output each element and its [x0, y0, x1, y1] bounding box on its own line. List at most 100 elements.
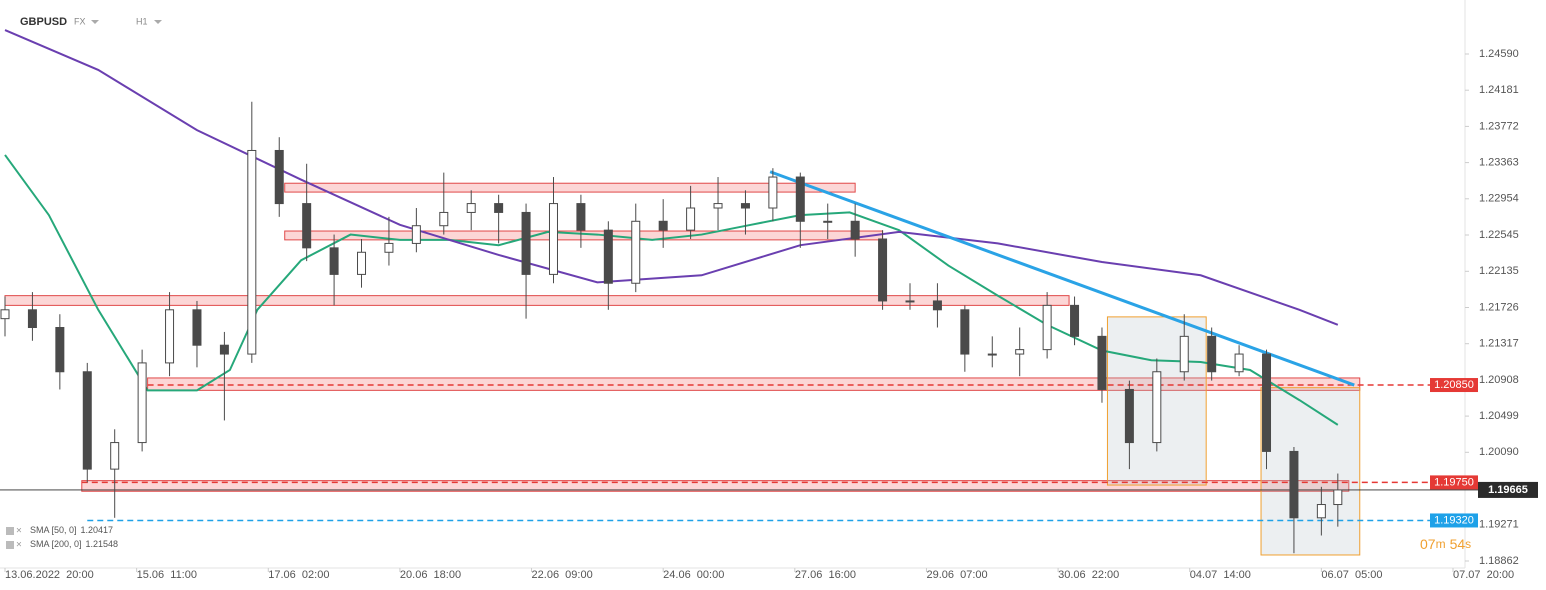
legend-entry: SMA [200, 0] 1.21548 — [30, 539, 118, 549]
legend-name: SMA [50, 0] — [30, 525, 77, 535]
level-tag — [1430, 513, 1478, 528]
candle-body — [1152, 371, 1162, 444]
candle-body — [165, 309, 175, 364]
candle-body — [1179, 335, 1189, 373]
y-tick-label: 1.23363 — [1479, 157, 1519, 169]
candle-body — [1316, 504, 1326, 519]
y-tick-label: 1.21726 — [1479, 301, 1519, 313]
legend-close[interactable]: × — [16, 540, 22, 551]
x-tick-label: 06.07 05:00 — [1321, 569, 1382, 581]
candle-body — [1124, 388, 1134, 444]
y-tick-label: 1.20090 — [1479, 446, 1519, 458]
x-tick-label: 24.06 00:00 — [663, 569, 724, 581]
candle-body — [823, 220, 833, 223]
candle-body — [1042, 304, 1052, 351]
x-tick-label: 27.06 16:00 — [795, 569, 856, 581]
candle-body — [329, 247, 339, 275]
legend-value: 1.20417 — [81, 525, 114, 535]
market[interactable]: FX — [74, 16, 86, 26]
candle-body — [795, 176, 805, 222]
candle-body — [658, 220, 668, 231]
candle-body — [302, 203, 312, 249]
x-tick-label: 30.06 22:00 — [1058, 569, 1119, 581]
range-box — [1260, 387, 1361, 556]
candle-body — [1333, 489, 1343, 506]
legend-value: 1.21548 — [86, 539, 119, 549]
candle-body — [27, 309, 37, 329]
y-tick-label: 1.21317 — [1479, 338, 1519, 350]
level-label: 1.20850 — [1434, 379, 1474, 391]
zone — [284, 230, 884, 241]
zone — [81, 480, 1350, 492]
x-tick-label: 04.07 14:00 — [1190, 569, 1251, 581]
y-tick-label: 1.23772 — [1479, 120, 1519, 132]
y-tick-label: 1.24590 — [1479, 48, 1519, 60]
y-tick-label: 1.18862 — [1479, 555, 1519, 567]
candle-body — [768, 176, 778, 209]
level-tag — [1430, 475, 1478, 490]
candle-body — [137, 362, 147, 444]
timer-part: m — [1436, 537, 1446, 551]
x-tick-label: 13.06.2022 20:00 — [5, 569, 94, 581]
x-tick-label: 17.06 02:00 — [268, 569, 329, 581]
y-tick-label: 1.19271 — [1479, 519, 1519, 531]
candle-body — [247, 149, 257, 355]
candle-body — [411, 225, 421, 244]
zone — [284, 182, 856, 193]
candle-body — [960, 309, 970, 355]
legend-close[interactable]: × — [16, 526, 22, 537]
candle-body — [219, 344, 229, 355]
candle-body — [631, 220, 641, 284]
candle-body — [521, 211, 531, 275]
candle-body — [1015, 349, 1025, 355]
y-tick-label: 1.20908 — [1479, 374, 1519, 386]
y-tick-label: 1.20499 — [1479, 410, 1519, 422]
candle-body — [850, 220, 860, 240]
candle-body — [740, 203, 750, 209]
current-price-label: 1.19665 — [1488, 484, 1528, 496]
dropdown-arrow[interactable] — [91, 20, 99, 24]
timeframe[interactable]: H1 — [136, 16, 148, 26]
current-price-tag — [1478, 481, 1538, 498]
candle-body — [603, 229, 613, 284]
legend-name: SMA [200, 0] — [30, 539, 82, 549]
dropdown-arrow[interactable] — [154, 20, 162, 24]
candle-body — [1289, 450, 1299, 519]
candle-body — [1262, 353, 1272, 452]
level-label: 1.19320 — [1434, 514, 1474, 526]
level-label: 1.19750 — [1434, 476, 1474, 488]
candle-body — [713, 203, 723, 209]
x-tick-label: 22.06 09:00 — [532, 569, 593, 581]
candle-body — [192, 309, 202, 346]
candle-body — [384, 242, 394, 253]
candle-body — [686, 207, 696, 231]
candle-body — [0, 309, 10, 320]
timer-part: s — [1465, 537, 1471, 551]
candle-body — [110, 442, 120, 470]
zone — [147, 377, 1361, 391]
legend-icon — [6, 527, 14, 535]
y-tick-label: 1.22545 — [1479, 229, 1519, 241]
timer-part: 07 — [1420, 536, 1436, 552]
trendline — [769, 170, 1355, 387]
candle-body — [987, 353, 997, 356]
level-tag — [1430, 378, 1478, 393]
candle-body — [878, 238, 888, 302]
candle-body — [494, 203, 504, 213]
candle-body — [55, 327, 65, 373]
y-tick-label: 1.22954 — [1479, 193, 1519, 205]
legend-icon — [6, 541, 14, 549]
candle-body — [357, 251, 367, 275]
candle-body — [905, 300, 915, 303]
candle-body — [1234, 353, 1244, 373]
candle-body — [274, 149, 284, 205]
x-tick-label: 29.06 07:00 — [926, 569, 987, 581]
timer-part: 54 — [1450, 536, 1466, 552]
candle-body — [1097, 335, 1107, 390]
y-tick-label: 1.22135 — [1479, 265, 1519, 277]
candle-body — [932, 300, 942, 311]
y-tick-label: 1.24181 — [1479, 84, 1519, 96]
x-tick-label: 15.06 11:00 — [137, 569, 197, 581]
candle-body — [1207, 335, 1217, 373]
